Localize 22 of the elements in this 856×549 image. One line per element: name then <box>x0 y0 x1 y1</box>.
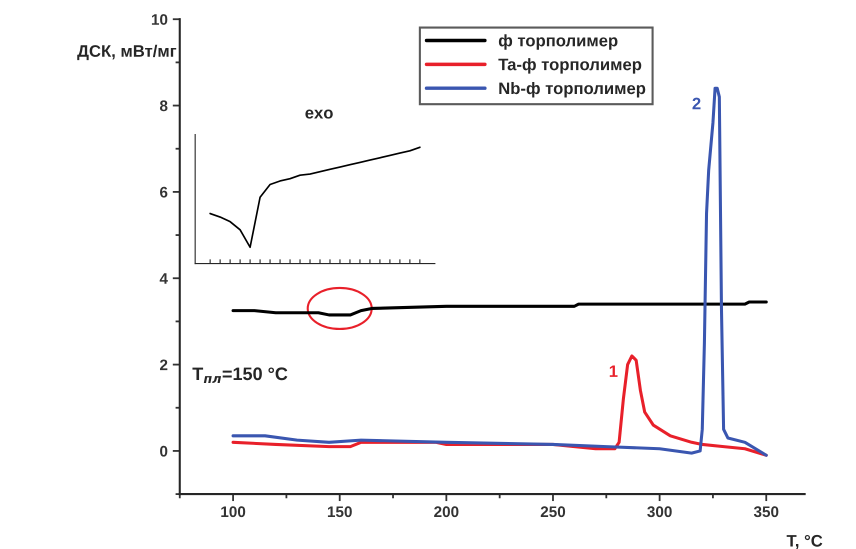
legend-label: ф торполимер <box>498 34 618 50</box>
line-series <box>232 300 768 316</box>
x-tick-label: 200 <box>434 506 458 518</box>
y-tick-label: 4 <box>160 273 168 284</box>
annotation: 1 <box>610 365 618 377</box>
annotation: exo <box>305 110 333 119</box>
x-tick-label: 250 <box>540 506 566 518</box>
y-axis-title: ДСК, мВт/мг <box>77 44 176 60</box>
annotation: T$_{пл}$=150 °C <box>192 367 288 383</box>
y-tick-label: 10 <box>152 14 168 25</box>
y-tick-label: 2 <box>160 359 168 370</box>
x-axis-title: T, °C <box>786 534 822 549</box>
y-tick-label: 0 <box>160 446 168 457</box>
legend-label: Nb-ф торполимер <box>499 82 646 98</box>
y-tick-label: 8 <box>160 100 168 112</box>
legend-label: Ta-ф торполимер <box>498 58 642 74</box>
x-tick-label: 100 <box>221 506 246 518</box>
x-tick-label: 350 <box>754 506 778 518</box>
annotation: 2 <box>692 98 701 110</box>
x-tick-label: 150 <box>328 506 352 518</box>
y-tick-label: 6 <box>160 186 168 198</box>
x-tick-label: 300 <box>647 506 672 518</box>
